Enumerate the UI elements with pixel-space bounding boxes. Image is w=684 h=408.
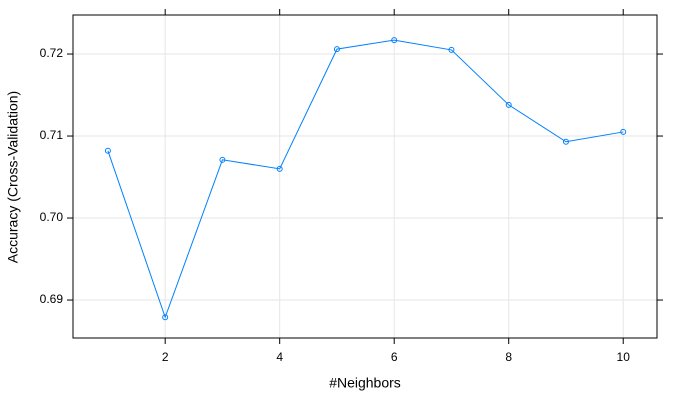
point xyxy=(104,147,111,154)
point xyxy=(219,156,226,163)
point xyxy=(391,37,398,44)
plot-frame xyxy=(72,14,658,339)
point xyxy=(620,128,627,135)
series-line xyxy=(107,39,624,319)
point xyxy=(448,46,455,53)
point xyxy=(562,138,569,145)
y-tick-label: 0.71 xyxy=(40,128,64,142)
x-tick-label: 6 xyxy=(391,350,398,364)
point xyxy=(276,165,283,172)
point xyxy=(333,46,340,53)
y-tick-label: 0.69 xyxy=(40,292,64,306)
point xyxy=(162,314,169,321)
x-tick-label: 2 xyxy=(162,350,169,364)
x-tick-label: 4 xyxy=(276,350,283,364)
x-axis-label: #Neighbors xyxy=(329,375,401,391)
x-tick-label: 8 xyxy=(505,350,512,364)
point xyxy=(505,101,512,108)
y-tick-label: 0.72 xyxy=(40,46,64,60)
y-axis-label: Accuracy (Cross-Validation) xyxy=(5,91,21,263)
y-tick-label: 0.70 xyxy=(40,210,64,224)
x-tick-label: 10 xyxy=(617,350,631,364)
